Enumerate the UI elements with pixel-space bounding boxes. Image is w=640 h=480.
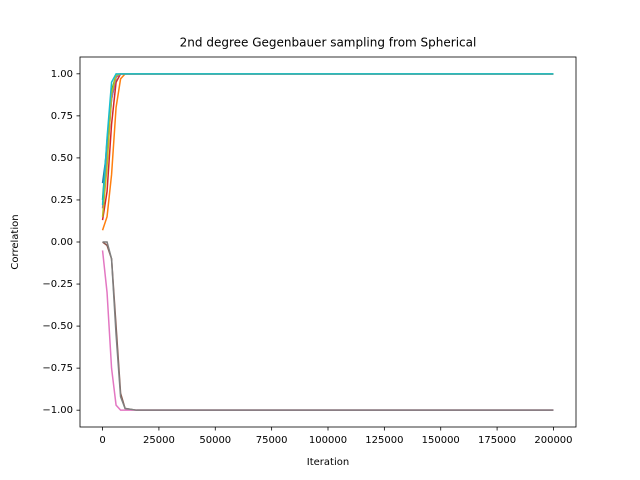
y-tick-label: 0.25 [51, 195, 73, 206]
data-line [101, 73, 554, 184]
y-tick-label: 0.50 [51, 153, 73, 164]
y-tick-label: −0.75 [42, 363, 73, 374]
data-line [102, 241, 554, 411]
data-line [101, 73, 554, 209]
x-tick-label: 100000 [309, 435, 347, 446]
x-tick-label: 50000 [199, 435, 231, 446]
data-line [101, 73, 554, 221]
y-axis-label: Correlation [10, 214, 21, 269]
data-line [101, 250, 554, 411]
x-tick-label: 0 [99, 435, 105, 446]
x-tick-label: 200000 [534, 435, 572, 446]
x-tick-label: 75000 [256, 435, 288, 446]
axes-frame [79, 56, 577, 428]
chart-title: 2nd degree Gegenbauer sampling from Sphe… [180, 36, 477, 50]
x-tick-label: 175000 [478, 435, 516, 446]
x-axis-label: Iteration [307, 457, 349, 468]
data-line [102, 241, 554, 411]
y-tick-label: 0.75 [51, 111, 73, 122]
y-tick-label: −0.50 [42, 321, 73, 332]
data-line [101, 73, 554, 217]
data-line [101, 73, 554, 201]
data-line [101, 73, 554, 206]
y-tick-label: 1.00 [51, 69, 73, 80]
y-tick-label: −0.25 [42, 279, 73, 290]
y-tick-label: 0.00 [51, 237, 73, 248]
x-tick-label: 150000 [422, 435, 460, 446]
data-line [101, 73, 554, 231]
x-tick-label: 125000 [365, 435, 403, 446]
y-tick-label: −1.00 [42, 405, 73, 416]
x-tick-label: 25000 [143, 435, 175, 446]
